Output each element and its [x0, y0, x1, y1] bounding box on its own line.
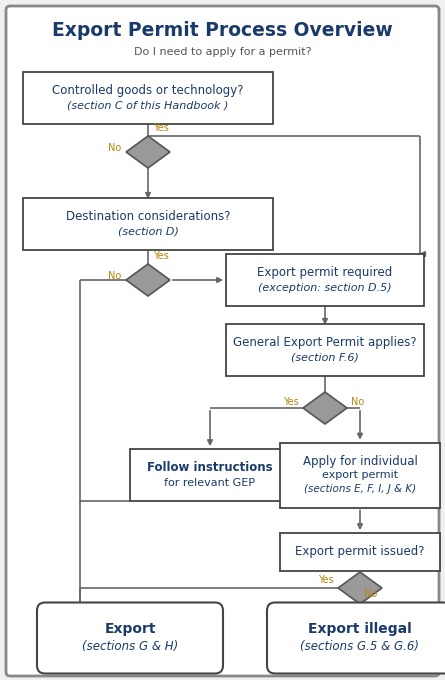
- Polygon shape: [303, 392, 347, 424]
- Text: Destination considerations?: Destination considerations?: [66, 209, 230, 223]
- Text: for relevant GEP: for relevant GEP: [165, 478, 255, 488]
- Text: Export: Export: [104, 622, 156, 636]
- Text: Do I need to apply for a permit?: Do I need to apply for a permit?: [134, 47, 311, 57]
- Polygon shape: [126, 264, 170, 296]
- FancyBboxPatch shape: [37, 602, 223, 673]
- Text: Yes: Yes: [318, 575, 334, 585]
- Text: No: No: [108, 271, 121, 281]
- Text: No: No: [364, 589, 377, 599]
- Text: Export Permit Process Overview: Export Permit Process Overview: [52, 20, 393, 39]
- FancyBboxPatch shape: [6, 6, 439, 676]
- Text: Export illegal: Export illegal: [308, 622, 412, 636]
- Text: Yes: Yes: [283, 397, 299, 407]
- FancyBboxPatch shape: [226, 254, 424, 306]
- Text: (sections E, F, I, J & K): (sections E, F, I, J & K): [304, 484, 416, 494]
- Text: (section D): (section D): [117, 227, 178, 237]
- Text: Follow instructions: Follow instructions: [147, 461, 273, 474]
- FancyBboxPatch shape: [23, 72, 273, 124]
- Text: Yes: Yes: [153, 251, 169, 261]
- FancyBboxPatch shape: [130, 449, 290, 501]
- Text: No: No: [351, 397, 364, 407]
- Text: (sections G & H): (sections G & H): [82, 641, 178, 653]
- FancyBboxPatch shape: [23, 198, 273, 250]
- Text: Apply for individual: Apply for individual: [303, 454, 417, 468]
- Text: (section C of this Handbook ): (section C of this Handbook ): [67, 101, 229, 111]
- Text: (sections G.5 & G.6): (sections G.5 & G.6): [300, 641, 420, 653]
- FancyBboxPatch shape: [280, 533, 440, 571]
- Text: Export permit required: Export permit required: [257, 266, 392, 279]
- FancyBboxPatch shape: [226, 324, 424, 376]
- Text: Yes: Yes: [153, 123, 169, 133]
- Text: Export permit issued?: Export permit issued?: [295, 545, 425, 558]
- Text: (section F.6): (section F.6): [291, 353, 359, 363]
- FancyBboxPatch shape: [267, 602, 445, 673]
- Text: (exception: section D.5): (exception: section D.5): [258, 283, 392, 293]
- Text: Controlled goods or technology?: Controlled goods or technology?: [52, 84, 244, 97]
- Polygon shape: [126, 136, 170, 168]
- Polygon shape: [338, 572, 382, 604]
- Text: No: No: [108, 143, 121, 153]
- FancyBboxPatch shape: [280, 443, 440, 507]
- Text: export permit: export permit: [322, 470, 398, 480]
- Text: General Export Permit applies?: General Export Permit applies?: [233, 336, 417, 349]
